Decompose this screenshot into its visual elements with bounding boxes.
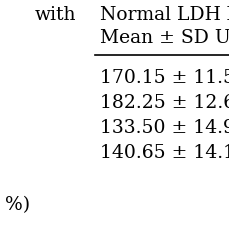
Text: 170.15 ± 11.50: 170.15 ± 11.50 [100, 69, 229, 87]
Text: 182.25 ± 12.60: 182.25 ± 12.60 [100, 94, 229, 112]
Text: Mean ± SD U/l: Mean ± SD U/l [100, 29, 229, 47]
Text: 140.65 ± 14.10: 140.65 ± 14.10 [100, 143, 229, 161]
Text: %): %) [5, 195, 30, 213]
Text: 133.50 ± 14.90: 133.50 ± 14.90 [100, 118, 229, 136]
Text: Normal LDH le: Normal LDH le [100, 6, 229, 24]
Text: with: with [35, 6, 76, 24]
